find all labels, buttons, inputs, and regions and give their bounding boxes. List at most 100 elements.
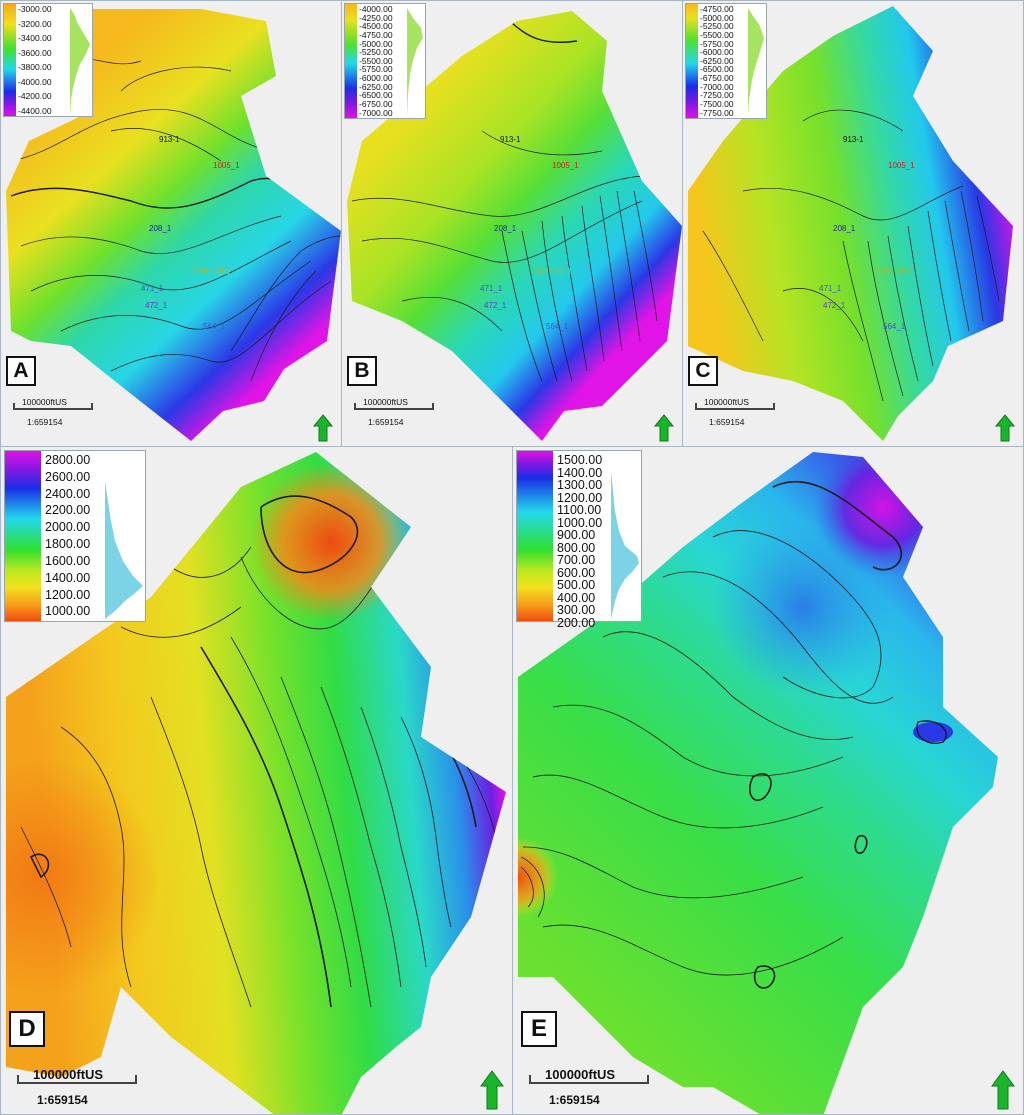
legend-color-bar: [5, 451, 41, 621]
legend-tick: -7000.00: [700, 81, 734, 92]
scale-ratio: 1:659154: [549, 1093, 600, 1107]
scale-bar-line: [354, 403, 434, 410]
color-legend: 1500.00 1400.00 1300.00 1200.00 1100.00 …: [516, 450, 642, 629]
north-arrow-icon: [654, 414, 674, 442]
legend-tick: 1800.00: [45, 537, 91, 552]
map-panel-b: 913-1 1005_1 208_1 D081-08-1 471_1 472_1…: [341, 0, 683, 447]
legend-tick: 2200.00: [45, 503, 91, 518]
legend-tick: 700.00: [557, 553, 596, 567]
legend-histogram: [407, 8, 423, 116]
legend-tick: 600.00: [557, 565, 596, 580]
legend-tick: -4400.00: [18, 105, 52, 116]
legend-histogram: [70, 8, 90, 114]
legend-tick: -4750.00: [700, 4, 734, 14]
well-label: 1005_1: [888, 161, 915, 170]
scale-ratio: 1:659154: [27, 417, 63, 427]
depth-map-b: 913-1 1005_1 208_1 D081-08-1 471_1 472_1…: [347, 11, 682, 441]
legend-tick: -5500.00: [359, 55, 393, 66]
legend-tick: -6500.00: [700, 64, 734, 75]
well-label: 913-1: [843, 135, 864, 144]
well-label: 472_1: [823, 301, 846, 310]
legend-tick: 1000.00: [557, 515, 603, 530]
legend-color-bar: [686, 4, 698, 118]
legend-tick: -4500.00: [359, 21, 393, 32]
thickness-map-d: [6, 452, 506, 1114]
legend-tick: 2600.00: [45, 469, 91, 484]
legend-tick: 2000.00: [45, 520, 91, 535]
legend-tick: -4250.00: [359, 12, 393, 23]
well-label: D081-08-1: [193, 267, 231, 276]
legend-tick: -3600.00: [18, 47, 52, 58]
scale-label: 100000ftUS: [33, 1067, 104, 1082]
scale-bar: 100000ftUS 1:659154: [13, 397, 93, 433]
panel-letter: D: [9, 1011, 45, 1047]
scale-bar: 100000ftUS 1:659154: [529, 1067, 649, 1107]
surface-shape: [347, 11, 682, 441]
scale-bar: 100000ftUS 1:659154: [695, 397, 775, 433]
scale-label: 100000ftUS: [363, 397, 408, 407]
legend-ticks: -4000.00 -4250.00 -4500.00 -4750.00 -500…: [359, 4, 393, 118]
legend-tick: -5000.00: [700, 12, 734, 23]
legend-tick: 2400.00: [45, 486, 91, 501]
scale-ratio: 1:659154: [368, 417, 404, 427]
legend-tick: 1000.00: [45, 604, 91, 619]
legend-tick: 1400.00: [557, 465, 603, 480]
legend-tick: 800.00: [557, 540, 596, 555]
map-panel-d: 2800.00 2600.00 2400.00 2200.00 2000.00 …: [0, 446, 513, 1115]
map-panel-c: 913-1 1005_1 208_1 D081-08-1 471_1 472_1…: [682, 0, 1024, 447]
scale-label: 100000ftUS: [22, 397, 67, 407]
north-arrow-icon: [313, 414, 333, 442]
contour-lines: [20, 495, 497, 1008]
well-label: 471_1: [141, 284, 164, 293]
color-legend: -3000.00 -3200.00 -3400.00 -3600.00 -380…: [3, 3, 93, 117]
legend-tick: 1500.00: [557, 453, 603, 467]
well-label: 471_1: [819, 284, 842, 293]
legend-tick: -6250.00: [700, 55, 734, 66]
legend-tick: -6000.00: [700, 47, 734, 58]
legend-tick: -5250.00: [359, 47, 393, 58]
panel-letter: A: [6, 356, 36, 386]
legend-tick: 1200.00: [45, 587, 91, 602]
well-label: 472_1: [484, 301, 507, 310]
legend-tick: 500.00: [557, 578, 596, 592]
legend-tick: 400.00: [557, 590, 596, 605]
legend-tick: -6750.00: [700, 73, 734, 83]
depth-map-c: 913-1 1005_1 208_1 D081-08-1 471_1 472_1…: [688, 6, 1013, 441]
legend-tick: 1100.00: [557, 503, 602, 517]
legend-tick: -3800.00: [18, 62, 52, 72]
map-panel-e: 1500.00 1400.00 1300.00 1200.00 1100.00 …: [512, 446, 1024, 1115]
legend-tick: -5750.00: [359, 64, 393, 75]
well-label: 564_1: [203, 322, 226, 331]
legend-tick: -5000.00: [359, 38, 393, 49]
legend-tick: -3000.00: [18, 4, 52, 14]
scale-bar-line: [529, 1075, 649, 1084]
north-arrow-icon: [480, 1070, 504, 1110]
legend-ticks: -4750.00 -5000.00 -5250.00 -5500.00 -575…: [700, 4, 734, 118]
panel-letter: E: [521, 1011, 557, 1047]
legend-tick: -4200.00: [18, 91, 52, 101]
well-label: 913-1: [500, 135, 521, 144]
well-label: 913-1: [159, 135, 180, 144]
legend-tick: -3200.00: [18, 18, 52, 29]
legend-tick: -6250.00: [359, 81, 393, 92]
legend-tick: -4750.00: [359, 29, 393, 40]
contour-lines: [351, 22, 658, 382]
panel-letter: C: [688, 356, 718, 386]
north-arrow-icon: [991, 1070, 1015, 1110]
legend-ticks: -3000.00 -3200.00 -3400.00 -3600.00 -380…: [18, 4, 52, 116]
well-label: 208_1: [833, 224, 856, 233]
scale-bar: 100000ftUS 1:659154: [17, 1067, 137, 1107]
surface-shape: [688, 6, 1013, 441]
legend-tick: 1400.00: [45, 570, 91, 585]
well-label: D081-08-1: [875, 267, 913, 276]
legend-tick: -5750.00: [700, 38, 734, 49]
well-label: D081-08-1: [534, 267, 572, 276]
north-arrow-icon: [995, 414, 1015, 442]
legend-ticks: 2800.00 2600.00 2400.00 2200.00 2000.00 …: [45, 451, 90, 621]
legend-tick: -7750.00: [700, 107, 734, 118]
scale-label: 100000ftUS: [545, 1067, 616, 1082]
legend-tick: -6750.00: [359, 98, 393, 109]
legend-tick: 900.00: [557, 528, 596, 542]
scale-bar-line: [695, 403, 775, 410]
legend-tick: 200.00: [557, 615, 596, 630]
